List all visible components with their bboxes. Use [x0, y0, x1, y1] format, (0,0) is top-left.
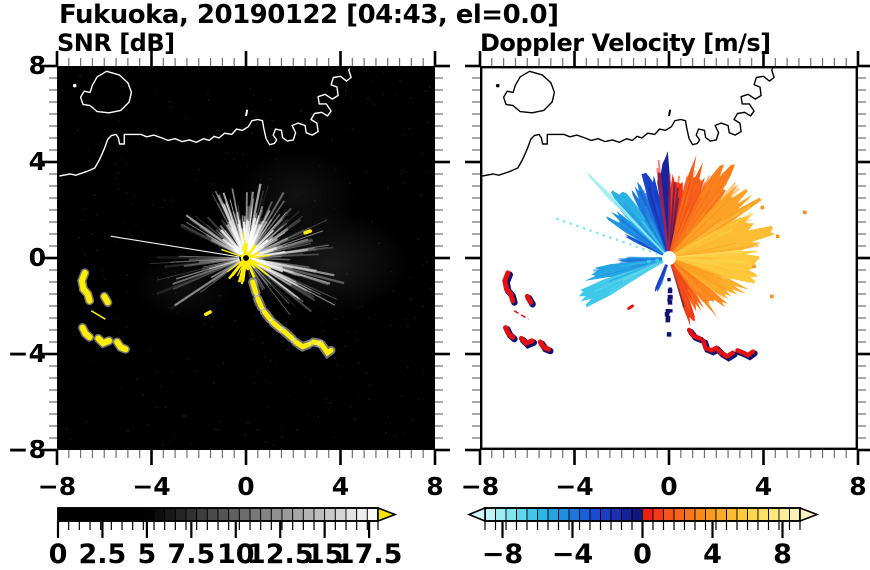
axis-frame-ticks [42, 51, 450, 465]
doppler-colorbar-label: 4 [703, 539, 722, 570]
colorbar-segments [57, 507, 379, 522]
doppler-colorbar-label: 8 [773, 539, 792, 570]
x-tick-label: −8 [37, 472, 77, 501]
snr-colorbar-label: 12.5 [246, 539, 314, 570]
x-tick-label: −4 [132, 472, 171, 501]
haze [132, 253, 237, 321]
x-tick-label: 0 [660, 472, 678, 501]
snr-colorbar-label: 7.5 [167, 539, 216, 570]
harbor-mark [245, 109, 249, 117]
doppler-colorbar-label: −8 [481, 539, 524, 570]
red-dash [627, 304, 634, 310]
x-tick-label: −4 [555, 472, 594, 501]
snr-content [57, 66, 435, 450]
coastline-white [57, 66, 352, 178]
doppler-colorbar-label: 0 [633, 539, 652, 570]
y-tick-label: 0 [28, 243, 46, 272]
x-tick-label: 4 [754, 472, 773, 501]
radar-site-dot [664, 253, 674, 263]
island-outline [79, 70, 133, 114]
y-tick-label: −4 [7, 339, 46, 368]
snr-panel [42, 51, 450, 465]
y-tick-label: 8 [28, 51, 46, 80]
y-tick-label: −8 [7, 435, 46, 464]
x-tick-label: 8 [849, 472, 867, 501]
noise-speckle [57, 67, 434, 450]
islet-dot [495, 83, 500, 88]
colorbar-segments [484, 507, 801, 522]
snr-colorbar-label: 15 [305, 539, 344, 570]
velocity-fan [578, 151, 776, 327]
coastline-black [480, 66, 775, 178]
panel-border [480, 66, 859, 451]
x-tick-label: −8 [460, 472, 500, 501]
islet-dot [72, 83, 77, 88]
x-tick-label: 4 [331, 472, 350, 501]
harbor-mark [668, 109, 672, 117]
long-thin-ray [110, 235, 240, 258]
snr-colorbar [56, 506, 398, 538]
x-tick-label: 8 [426, 472, 444, 501]
coastline [57, 66, 352, 178]
coastline [480, 66, 775, 178]
snr-colorbar-label: 17.5 [335, 539, 403, 570]
y-tick-label: 4 [28, 147, 46, 176]
doppler-colorbar-label: −4 [551, 539, 594, 570]
radial-streaks [110, 183, 345, 316]
snr-colorbar-label: 2.5 [78, 539, 127, 570]
panel-title-snr: SNR [dB] [57, 29, 175, 57]
hard-target-blobs [502, 270, 758, 362]
haze [236, 147, 360, 244]
over-range-arrow [799, 506, 820, 523]
saturated-returns [77, 229, 336, 359]
snr-colorbar-label: 5 [137, 539, 157, 570]
doppler-panel [465, 51, 870, 465]
over-range-arrow [377, 506, 398, 523]
colorbar-ticks [56, 521, 379, 538]
shadow-ray [216, 262, 246, 335]
panel-title-doppler: Doppler Velocity [m/s] [480, 29, 771, 57]
axis-frame-ticks [465, 51, 870, 465]
under-range-arrow [466, 506, 486, 523]
radar-site-dot [243, 255, 249, 261]
aliasing-flecks [647, 205, 807, 337]
panel-border [57, 66, 436, 451]
x-tick-label: 0 [237, 472, 255, 501]
colorbar-ticks [484, 521, 801, 538]
doppler-colorbar [466, 506, 820, 538]
figure-title: Fukuoka, 20190122 [04:43, el=0.0] [59, 0, 559, 30]
doppler-content [480, 66, 807, 362]
snr-colorbar-label: 0 [48, 539, 68, 570]
snr-colorbar-label: 10 [216, 539, 255, 570]
island-outline [502, 70, 556, 114]
